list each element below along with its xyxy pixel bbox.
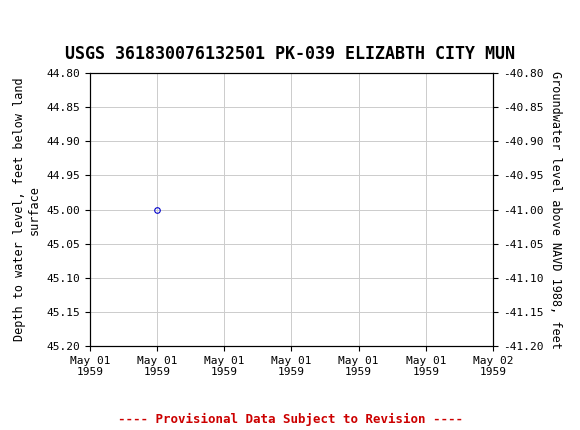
Text: USGS 361830076132501 PK-039 ELIZABTH CITY MUN: USGS 361830076132501 PK-039 ELIZABTH CIT… <box>65 45 515 63</box>
Text: ≡USGS: ≡USGS <box>9 9 72 28</box>
Text: ---- Provisional Data Subject to Revision ----: ---- Provisional Data Subject to Revisio… <box>118 413 462 426</box>
Y-axis label: Depth to water level, feet below land
surface: Depth to water level, feet below land su… <box>13 78 41 341</box>
Y-axis label: Groundwater level above NAVD 1988, feet: Groundwater level above NAVD 1988, feet <box>549 71 562 349</box>
